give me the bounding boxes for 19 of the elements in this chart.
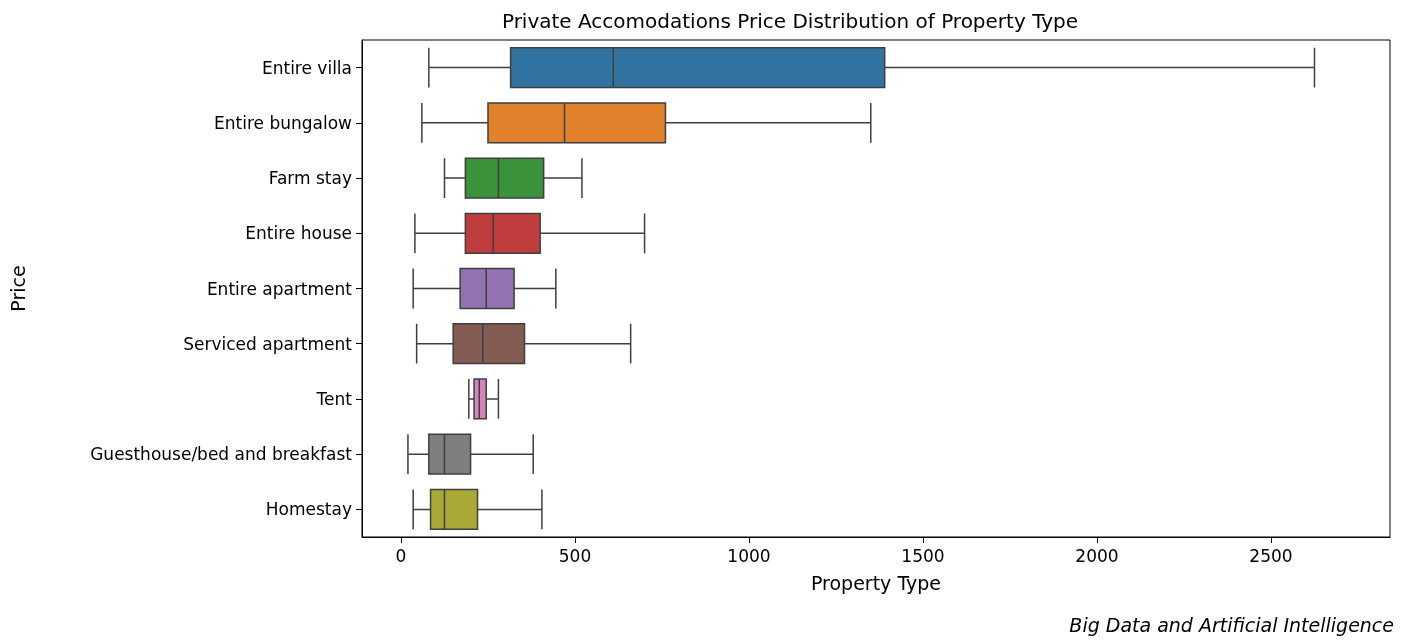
y-tick-label: Homestay <box>265 499 352 520</box>
y-tick-label: Serviced apartment <box>183 333 353 354</box>
chart-title: Private Accomodations Price Distribution of Property Type <box>501 9 1079 33</box>
y-tick-label: Tent <box>315 388 353 409</box>
x-tick-label: 2500 <box>1249 545 1293 566</box>
y-tick-label: Entire villa <box>261 57 352 78</box>
y-axis-title: Price <box>6 265 29 312</box>
x-tick-label: 500 <box>558 545 592 566</box>
y-tick-label: Guesthouse/bed and breakfast <box>90 444 353 465</box>
y-tick-label: Farm stay <box>268 168 352 189</box>
y-tick-label: Entire house <box>245 223 352 244</box>
y-tick-label: Entire apartment <box>206 278 353 299</box>
x-tick-label: 1500 <box>901 545 945 566</box>
x-tick-label: 0 <box>395 545 407 566</box>
x-tick-label: 2000 <box>1075 545 1119 566</box>
x-tick-label: 1000 <box>727 545 771 566</box>
y-tick-label: Entire bungalow <box>214 112 353 133</box>
x-axis-title: Property Type <box>810 571 942 594</box>
text: Big Data and Artificial Intelligence <box>1069 613 1394 636</box>
